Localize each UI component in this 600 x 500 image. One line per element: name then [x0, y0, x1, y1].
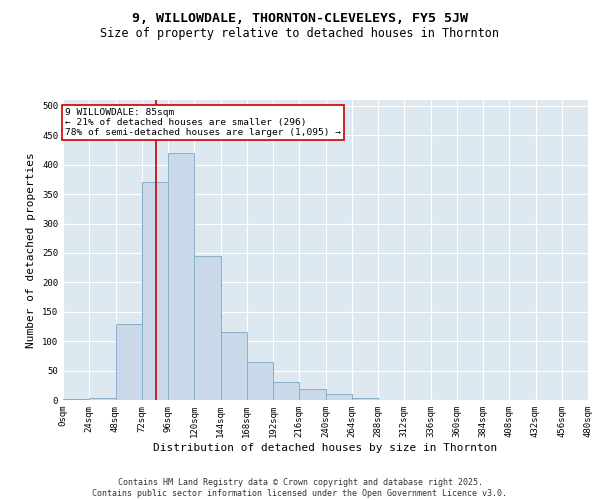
Bar [273, 382, 299, 400]
Bar [247, 362, 273, 400]
Bar [168, 153, 194, 400]
X-axis label: Distribution of detached houses by size in Thornton: Distribution of detached houses by size … [154, 442, 497, 452]
Bar [325, 394, 352, 400]
Bar [89, 398, 115, 400]
Bar [142, 182, 168, 400]
Y-axis label: Number of detached properties: Number of detached properties [26, 152, 37, 348]
Text: Contains HM Land Registry data © Crown copyright and database right 2025.
Contai: Contains HM Land Registry data © Crown c… [92, 478, 508, 498]
Bar [352, 398, 378, 400]
Text: 9 WILLOWDALE: 85sqm
← 21% of detached houses are smaller (296)
78% of semi-detac: 9 WILLOWDALE: 85sqm ← 21% of detached ho… [65, 108, 341, 138]
Bar [221, 332, 247, 400]
Bar [63, 399, 89, 400]
Bar [115, 324, 142, 400]
Text: Size of property relative to detached houses in Thornton: Size of property relative to detached ho… [101, 28, 499, 40]
Bar [299, 390, 325, 400]
Bar [194, 256, 221, 400]
Text: 9, WILLOWDALE, THORNTON-CLEVELEYS, FY5 5JW: 9, WILLOWDALE, THORNTON-CLEVELEYS, FY5 5… [132, 12, 468, 26]
